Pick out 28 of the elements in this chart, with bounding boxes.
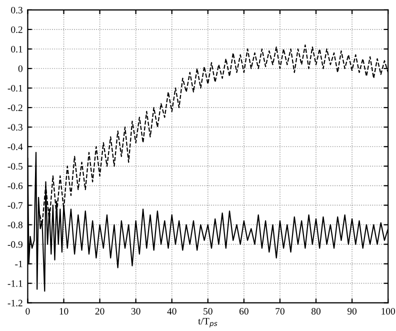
y-tick-label: -0.6 <box>8 182 23 190</box>
x-tick-label: 20 <box>95 308 104 315</box>
x-tick-label: 80 <box>312 308 320 315</box>
x-tick-label: 10 <box>60 308 68 315</box>
y-tick-label: -0.9 <box>8 241 22 248</box>
x-tick-label: 100 <box>382 308 395 315</box>
y-tick-label: -1.1 <box>8 280 22 287</box>
x-tick-label: 70 <box>276 308 284 315</box>
y-tick-label: -0.3 <box>8 124 22 131</box>
y-tick-label: -1 <box>15 260 22 268</box>
y-tick-label: -0.7 <box>8 202 23 209</box>
x-tick-label: 90 <box>347 308 357 315</box>
x-tick-label: 30 <box>131 308 140 315</box>
y-tick-label: -0.4 <box>8 144 23 150</box>
y-tick-label: -0.5 <box>8 163 22 170</box>
y-tick-label: -0.2 <box>8 104 22 112</box>
x-tick-label: 60 <box>239 308 248 315</box>
y-tick-label: 0.1 <box>11 46 22 52</box>
y-tick-label: -0.8 <box>8 222 22 228</box>
x-tick-label: 50 <box>204 308 212 315</box>
y-tick-label: 0.3 <box>11 6 22 14</box>
x-axis-title: t/T$_{ps}$ <box>198 318 218 328</box>
y-tick-label: 0 <box>18 65 22 72</box>
y-tick-label: -0.1 <box>8 84 22 92</box>
y-tick-label: 0.2 <box>11 26 22 33</box>
x-tick-label: 40 <box>167 308 176 315</box>
x-tick-label: 0 <box>26 308 30 315</box>
y-tick-label: -1.2 <box>8 300 22 306</box>
